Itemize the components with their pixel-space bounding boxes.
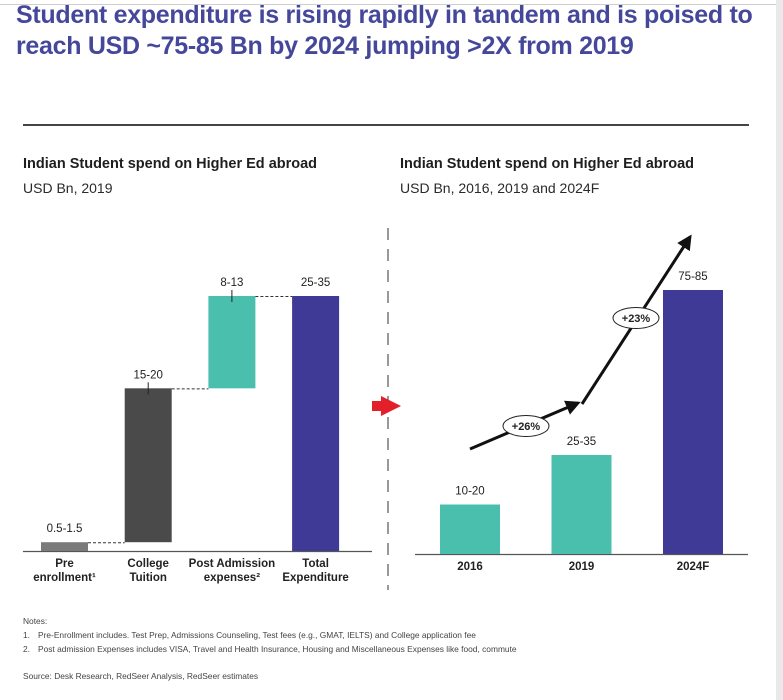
right-chart-title: Indian Student spend on Higher Ed abroad [400,156,695,172]
top-border [0,4,783,5]
growth-label: +26% [512,421,541,433]
category-label: Tuition [129,572,166,584]
title-divider [23,124,749,126]
bar-2 [208,296,256,389]
notes-section: Notes: 1. Pre-Enrollment includes. Test … [23,614,517,683]
data-label: 0.5-1.5 [47,523,83,535]
data-label: 8-13 [220,277,243,289]
data-label: 25-35 [301,277,330,289]
category-label: College [127,558,169,570]
growth-badge [612,307,660,329]
category-label: Expenditure [282,572,348,584]
category-label: expenses² [204,572,260,584]
category-label: Total [302,558,329,570]
bar-0 [41,542,88,551]
transition-arrow-icon [372,396,401,416]
note-item: 1. Pre-Enrollment includes. Test Prep, A… [23,628,517,642]
notes-heading: Notes: [23,616,48,626]
bar-3 [292,296,340,551]
data-label: 10-20 [455,486,484,498]
data-label: 15-20 [133,369,162,381]
bar-2016 [440,504,500,554]
category-label: enrollment¹ [33,572,96,584]
bar-1 [124,388,172,543]
growth-label: +23% [622,313,651,325]
category-label: Post Admission [189,558,275,570]
category-label: Pre [55,558,74,570]
page-title: Student expenditure is rising rapidly in… [16,1,753,60]
bar-2024F [663,290,723,554]
bar-2019 [551,455,612,554]
growth-badge [502,415,550,437]
note-text: Post admission Expenses includes VISA, T… [38,644,517,654]
source-text: Source: Desk Research, RedSeer Analysis,… [23,671,259,681]
scrollbar-track[interactable] [776,0,783,700]
category-label: 2019 [569,561,595,573]
right-chart: 10-20 2016 25-35 2019 75-85 2024F +26% +23% [415,234,748,573]
category-label: 2016 [457,561,483,573]
note-number: 1. [23,630,30,640]
left-chart: 0.5-1.5 Pre enrollment¹ 15-20 College Tuition… [23,277,372,584]
data-label: 75-85 [678,271,707,283]
note-number: 2. [23,644,30,654]
left-chart-title: Indian Student spend on Higher Ed abroad [23,156,318,172]
right-chart-subtitle: USD Bn, 2016, 2019 and 2024F [400,180,600,196]
left-chart-subtitle: USD Bn, 2019 [23,180,113,196]
data-label: 25-35 [567,436,596,448]
note-text: Pre-Enrollment includes. Test Prep, Admi… [38,630,476,640]
category-label: 2024F [677,561,710,573]
note-item: 2. Post admission Expenses includes VISA… [23,642,517,656]
